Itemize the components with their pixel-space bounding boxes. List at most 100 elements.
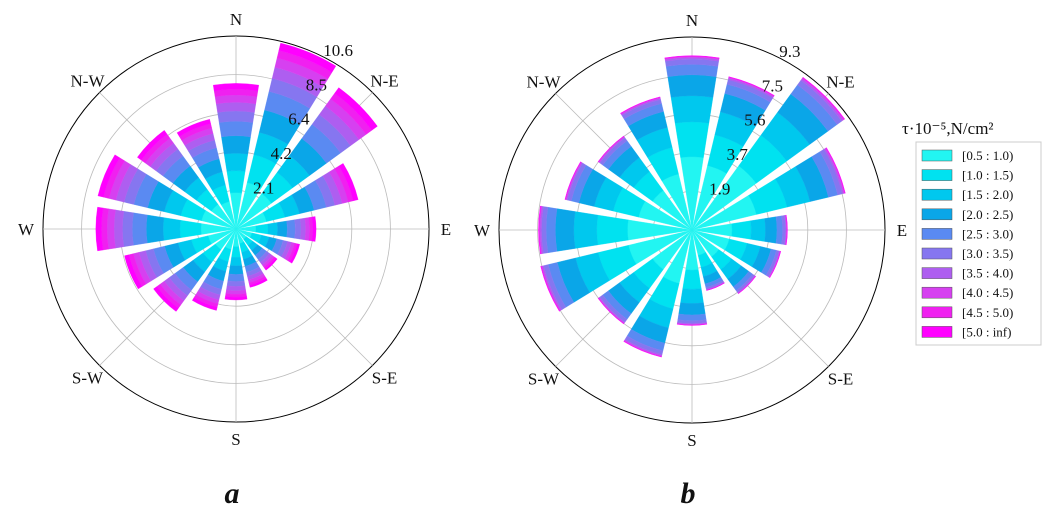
- bar-segment: [680, 288, 704, 304]
- bar-E: [691, 214, 788, 246]
- legend-swatch: [921, 247, 953, 260]
- bar-SSW: [623, 229, 693, 358]
- bar-segment: [596, 214, 629, 246]
- legend-label: [3.5 : 4.0): [962, 266, 1013, 281]
- bar-segment: [146, 214, 165, 244]
- bar-segment: [276, 220, 288, 238]
- bar-segment: [122, 211, 134, 247]
- bar-segment: [264, 257, 278, 271]
- bar-segment: [226, 285, 246, 291]
- radial-tick-label: 7.5: [762, 76, 783, 95]
- bar-segment: [665, 64, 719, 77]
- radial-tick-label: 6.4: [288, 110, 310, 129]
- bar-segment: [153, 286, 179, 312]
- bar-N: [664, 55, 720, 231]
- bar-segment: [132, 212, 148, 246]
- bar-segment: [176, 119, 211, 137]
- bar-segment: [338, 163, 359, 202]
- bar-segment: [540, 266, 560, 312]
- bar-segment: [286, 219, 296, 239]
- legend-label: [3.0 : 3.5): [962, 246, 1013, 261]
- bar-segment: [224, 296, 248, 301]
- direction-label: S-E: [372, 368, 398, 387]
- bar-SE: [235, 228, 278, 271]
- bar-segment: [785, 214, 788, 246]
- bar-segment: [573, 211, 599, 249]
- legend-swatch: [921, 169, 953, 181]
- bar-NW: [137, 130, 237, 230]
- bar-segment: [179, 220, 202, 238]
- legend-label: [1.0 : 1.5): [962, 168, 1013, 183]
- bar-segment: [731, 220, 752, 240]
- bar-segment: [228, 265, 244, 275]
- direction-label: E: [897, 221, 907, 240]
- bar-segment: [289, 243, 300, 264]
- bar-segment: [113, 209, 125, 249]
- bar-segment: [192, 297, 218, 311]
- bar-segment: [555, 208, 576, 252]
- bar-segment: [221, 135, 251, 155]
- bar-NNW: [176, 119, 237, 230]
- legend: τ·10⁻⁵,N/cm² [0.5 : 1.0) [1.0 : 1.5) [1.5 …: [902, 119, 1042, 346]
- legend-swatch: [921, 267, 953, 279]
- panel-label: b: [681, 477, 696, 510]
- bar-segment: [255, 223, 269, 235]
- legend-label: [0.5 : 1.0): [962, 148, 1013, 163]
- legend-label: [4.5 : 5.0): [962, 305, 1013, 320]
- bar-segment: [267, 222, 278, 236]
- bar-segment: [764, 216, 778, 244]
- bar-segment: [674, 121, 710, 158]
- bar-E: [235, 216, 317, 242]
- direction-label: N-W: [71, 72, 106, 91]
- bar-segment: [706, 282, 725, 291]
- bar-segment: [682, 269, 702, 290]
- bar-segment: [667, 74, 717, 98]
- bar-segment: [826, 147, 846, 194]
- radial-tick-label: 2.1: [253, 178, 274, 197]
- bar-segment: [95, 206, 104, 252]
- wind-rose-b: 1.9 3.7 5.6 7.5 9.3 N N-E E S-E S S-W W N-W b: [474, 11, 907, 510]
- radial-tick-label: 8.5: [306, 75, 327, 94]
- legend-title: τ·10⁻⁵,N/cm²: [902, 119, 994, 138]
- radial-tick-label: 1.9: [709, 179, 730, 198]
- direction-label: E: [441, 220, 451, 239]
- bar-segment: [802, 77, 845, 120]
- bar-segment: [299, 217, 306, 241]
- bar-segment: [278, 42, 337, 73]
- legend-swatch: [921, 306, 953, 319]
- legend-label: [2.5 : 3.0): [962, 226, 1013, 241]
- bar-segment: [738, 276, 757, 295]
- bar-segment: [678, 302, 706, 316]
- bar-segment: [231, 246, 241, 258]
- direction-label: W: [474, 221, 491, 240]
- bar-NNW: [620, 96, 693, 231]
- bar-segment: [677, 313, 707, 321]
- bar-NW: [597, 135, 693, 231]
- bar-ESE: [235, 228, 300, 264]
- direction-label: S-E: [828, 369, 854, 388]
- bar-segment: [304, 217, 310, 241]
- direction-label: S: [231, 430, 240, 449]
- bar-segment: [750, 218, 766, 242]
- wind-rose-a: 2.1 4.2 6.4 8.5 10.6 N N-E E S-E S S-W W N-W a: [18, 10, 451, 510]
- panel-label: a: [225, 477, 240, 510]
- bar-segment: [597, 297, 625, 325]
- radial-tick-label: 5.6: [744, 111, 765, 130]
- bar-segment: [213, 83, 259, 92]
- bar-ENE: [691, 147, 846, 231]
- bar-segment: [334, 87, 378, 131]
- direction-label: N: [686, 11, 698, 30]
- bar-ENE: [235, 163, 359, 230]
- legend-swatch: [921, 208, 953, 221]
- bar-segment: [676, 323, 708, 326]
- bar-segment: [217, 110, 255, 123]
- bar-segment: [728, 76, 775, 96]
- bar-SSW: [192, 228, 237, 311]
- legend-label: [1.5 : 2.0): [962, 187, 1013, 202]
- bar-N: [213, 83, 259, 230]
- legend-label: [4.0 : 4.5): [962, 285, 1013, 300]
- radial-tick-label: 10.6: [323, 41, 353, 60]
- direction-label: S: [687, 431, 696, 450]
- bar-S: [224, 228, 248, 301]
